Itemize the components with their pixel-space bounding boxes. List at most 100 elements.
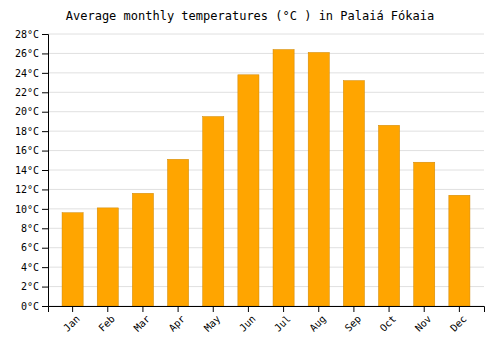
tick-label: Sep (343, 313, 364, 334)
tick-label: 0°C (21, 301, 39, 312)
tick-label: 12°C (15, 184, 39, 195)
tick: Apr (167, 306, 188, 334)
tick-label: 10°C (15, 204, 39, 215)
tick: Sep (343, 306, 364, 334)
tick-mark (42, 287, 48, 288)
tick-label: Feb (96, 313, 117, 334)
tick-label: 8°C (21, 223, 39, 234)
tick-label: Aug (307, 313, 328, 334)
tick: 0°C (21, 301, 48, 312)
tick: Feb (96, 306, 117, 334)
axis-line (49, 307, 485, 313)
tick-label: 22°C (15, 87, 39, 98)
tick-mark (42, 228, 48, 229)
tick-mark (42, 209, 48, 210)
y-axis: 0°C 2°C 4°C 6°C 8°C 10°C 12°C 14°C 16°C 18°C 20°C 2… (15, 29, 49, 312)
tick-mark (213, 306, 214, 312)
bar (132, 193, 153, 306)
tick-mark (107, 306, 108, 312)
tick-label: 14°C (15, 165, 39, 176)
tick-mark (248, 306, 249, 312)
tick-mark (42, 112, 48, 113)
tick-label: 24°C (15, 68, 39, 79)
bar (62, 213, 83, 306)
bar (308, 52, 329, 306)
tick: 12°C (15, 184, 48, 195)
tick-label: Jun (237, 313, 258, 334)
tick-label: Oct (378, 313, 399, 334)
tick-mark (42, 73, 48, 74)
tick-mark (42, 170, 48, 171)
tick: 14°C (15, 165, 48, 176)
tick-mark (72, 306, 73, 312)
tick: Oct (378, 306, 399, 334)
title: Average monthly temperatures (°C ) in Pa… (66, 9, 434, 23)
tick-label: 26°C (15, 48, 39, 59)
bar (97, 208, 118, 306)
tick: 26°C (15, 48, 48, 59)
tick: Nov (413, 306, 434, 334)
tick-mark (42, 189, 48, 190)
tick: Mar (132, 306, 153, 334)
grid-line (48, 34, 484, 35)
grid-line (48, 72, 484, 73)
plot: 0°C 2°C 4°C 6°C 8°C 10°C 12°C 14°C 16°C 18°C 20°C 2… (15, 29, 485, 334)
bars (62, 50, 470, 306)
tick-label: Jan (61, 313, 82, 334)
chart: Average monthly temperatures (°C ) in Pa… (0, 0, 500, 350)
tick: Jun (237, 306, 258, 334)
tick: 10°C (15, 204, 48, 215)
tick-label: 6°C (21, 242, 39, 253)
bar (203, 117, 224, 306)
tick: 28°C (15, 29, 48, 40)
bar (343, 81, 364, 306)
grid-line (48, 111, 484, 112)
tick: 6°C (21, 242, 48, 253)
tick: 20°C (15, 106, 48, 117)
tick-mark (42, 267, 48, 268)
tick: Jul (272, 306, 293, 334)
tick-mark (42, 248, 48, 249)
tick-label: 20°C (15, 106, 39, 117)
tick-mark (42, 92, 48, 93)
tick-mark (42, 306, 48, 307)
tick-mark (42, 151, 48, 152)
tick-label: Apr (167, 313, 188, 334)
bar (238, 75, 259, 306)
tick-label: 16°C (15, 145, 39, 156)
tick-mark (42, 34, 48, 35)
tick-mark (459, 306, 460, 312)
tick: Aug (307, 306, 328, 334)
tick-label: Mar (132, 313, 153, 334)
bar (168, 159, 189, 306)
tick-mark (424, 306, 425, 312)
tick: 22°C (15, 87, 48, 98)
tick-label: May (202, 313, 223, 334)
tick: Dec (448, 306, 469, 334)
tick: 2°C (21, 281, 48, 292)
tick: May (202, 306, 223, 334)
grid-line (48, 92, 484, 93)
grid-line (48, 131, 484, 132)
tick: 16°C (15, 145, 48, 156)
tick: 4°C (21, 262, 48, 273)
tick-label: Dec (448, 313, 469, 334)
tick: Jan (61, 306, 82, 334)
tick-mark (318, 306, 319, 312)
tick: 18°C (15, 126, 48, 137)
tick-mark (283, 306, 284, 312)
bar (414, 162, 435, 306)
grid-line (48, 53, 484, 54)
tick-mark (42, 53, 48, 54)
bar (449, 195, 470, 306)
axis-line (42, 35, 49, 307)
tick-label: 4°C (21, 262, 39, 273)
tick-label: 18°C (15, 126, 39, 137)
tick-label: Nov (413, 313, 434, 334)
tick-label: 28°C (15, 29, 39, 40)
tick-mark (178, 306, 179, 312)
grid-line (48, 150, 484, 151)
tick-label: Jul (272, 313, 293, 334)
x-axis: Jan Feb Mar Apr May Jun Jul Aug Sep Oct Nov Dec (49, 306, 485, 334)
tick-mark (142, 306, 143, 312)
